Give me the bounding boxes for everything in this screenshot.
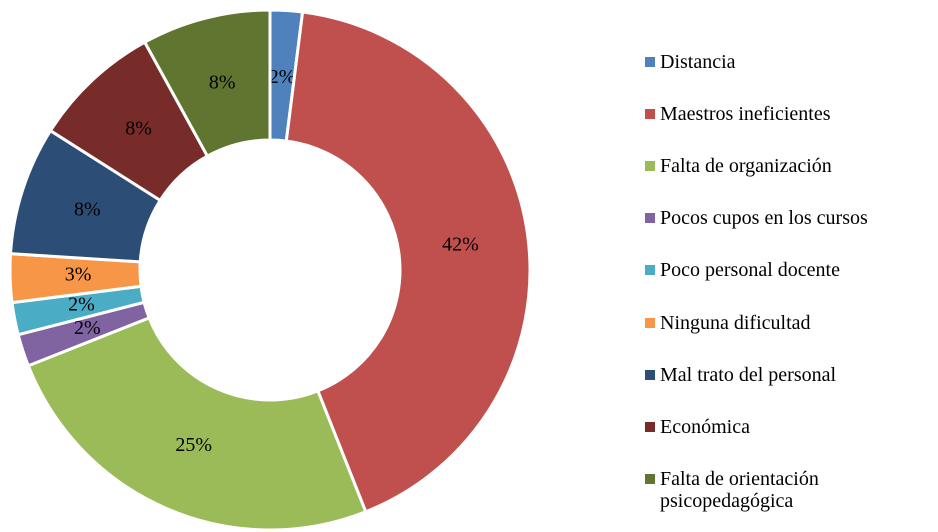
legend-swatch [645,317,655,328]
chart: 2%42%25%2%2%3%8%8%8% [8,8,532,532]
legend-item: Maestros ineficientes [645,103,938,125]
data-label: 2% [269,66,296,88]
legend-swatch [645,57,655,67]
legend-label: Distancia [660,51,736,73]
legend-item: Económica [645,416,938,438]
legend-label: Pocos cupos en los cursos [660,207,868,230]
data-label: 2% [68,294,95,316]
legend-label: Poco personal docente [660,259,840,282]
data-label: 8% [209,72,236,94]
data-label: 42% [442,234,479,256]
legend-item: Distancia [645,51,938,73]
legend-label: Ninguna dificultad [660,311,811,334]
legend-item: Falta de orientación psicopedagógica [645,468,938,512]
legend-item: Falta de organización [645,155,938,177]
legend-swatch [645,161,655,172]
legend-item: Mal trato del personal [645,364,938,386]
legend-label: Falta de orientación psicopedagógica [660,467,819,512]
data-label: 8% [74,198,101,220]
slice [284,10,532,514]
legend-item: Ninguna dificultad [645,312,938,334]
data-label: 25% [175,434,212,456]
legend-swatch [645,421,655,432]
legend-label: Falta de organización [660,155,832,178]
legend-item: Poco personal docente [645,259,938,281]
legend-label: Económica [660,415,750,438]
data-label: 3% [65,264,92,286]
legend-swatch [645,369,655,380]
legend-swatch [645,109,655,120]
slice [142,8,272,159]
data-label: 2% [74,317,101,339]
legend-label: Maestros ineficientes [660,103,831,126]
legend-label: Mal trato del personal [660,363,837,386]
legend-swatch [645,473,655,484]
legend-swatch [645,265,655,276]
legend-swatch [645,213,655,224]
legend-item: Pocos cupos en los cursos [645,207,938,229]
data-label: 8% [125,118,152,140]
slice [26,315,368,532]
